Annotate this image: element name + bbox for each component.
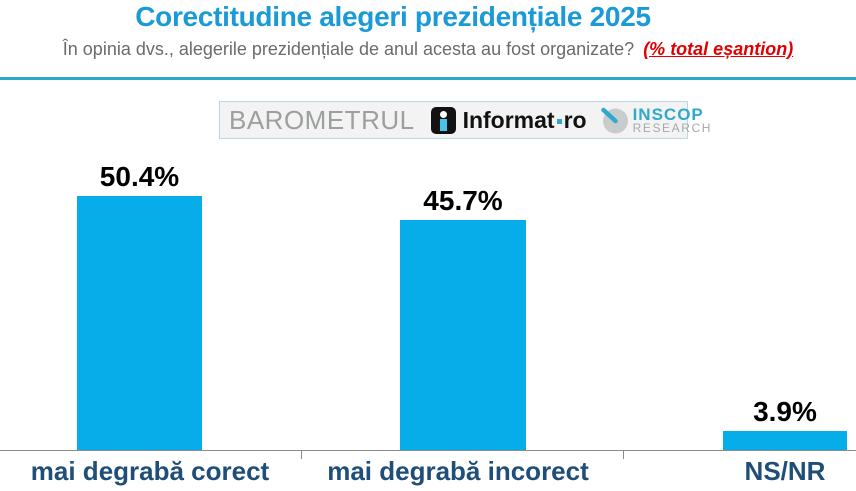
header-divider [0,77,856,80]
bar-value-label: 50.4% [99,160,180,192]
informat-icon-dot [439,110,447,118]
informat-dot-icon [556,118,562,124]
category-label-corect: mai degrabă corect [30,456,270,486]
bar-group-incorect: 45.7% [400,184,526,451]
informat-logo: Informat ro [430,106,587,134]
sample-note: (% total eșantion) [643,39,794,59]
axis-tick [301,451,302,459]
bar-group-corect: 50.4% [77,160,202,451]
informat-tld: ro [563,106,587,133]
inscop-logo: INSCOP RESEARCH [600,106,712,134]
inscop-research-label: RESEARCH [632,121,713,135]
bar-value-label: 45.7% [423,184,503,216]
inscop-name: INSCOP [632,105,704,124]
bar-corect [77,196,202,451]
survey-question-text: În opinia dvs., alegerile prezidențiale … [62,39,635,59]
inscop-pie-icon [600,107,628,134]
x-axis-line [0,450,856,451]
logo-banner: BAROMETRUL Informat ro INSCOP RESEARCH [219,101,710,139]
informat-wordmark: Informat ro [463,107,587,134]
bar-value-label: 3.9% [753,395,817,427]
bar-group-nsnr: 3.9% [723,395,847,451]
informat-i-icon [430,106,456,134]
axis-tick [623,451,624,459]
category-label-incorect: mai degrabă incorect [327,456,589,486]
page-title: Corectitudine alegeri prezidențiale 2025 [135,1,651,32]
survey-question: În opinia dvs., alegerile prezidențiale … [0,39,856,60]
informat-icon-stem [439,118,447,131]
barometrul-logo-text: BAROMETRUL [229,104,415,135]
inscop-wordmark: INSCOP RESEARCH [633,106,712,134]
bar-nsnr [723,431,847,451]
bar-incorect [400,220,526,451]
category-label-nsnr: NS/NR [744,456,826,486]
informat-name: Informat [462,106,555,133]
